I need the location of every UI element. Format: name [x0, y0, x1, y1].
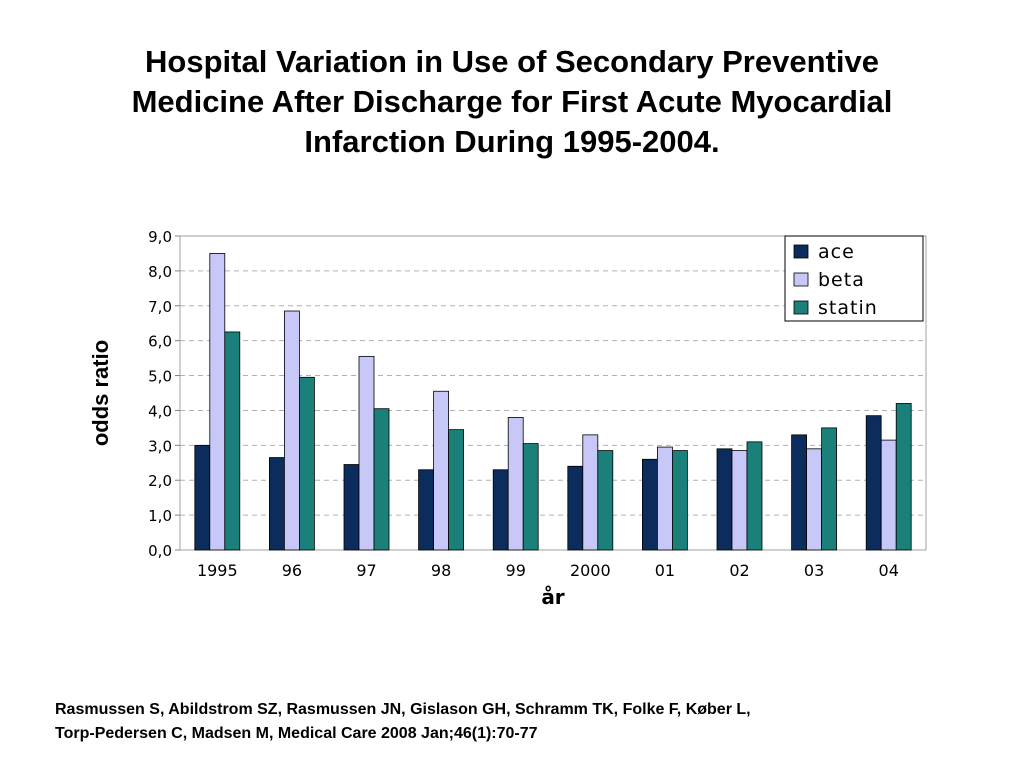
slide-title-line-3: Infarction During 1995-2004.: [304, 124, 720, 159]
citation-line-2: Torp-Pedersen C, Madsen M, Medical Care …: [55, 725, 538, 742]
bar-statin-01: [672, 450, 688, 551]
x-tick-labels: 1995 96 97 98 99 2000 01 02 03 04: [197, 561, 899, 580]
bar-statin-98: [448, 429, 465, 551]
legend-swatch-ace: [793, 244, 809, 259]
bar-ace-04: [865, 415, 882, 551]
x-tick-label: 99: [506, 561, 526, 580]
bar-ace-97: [343, 464, 360, 551]
bar-beta-99: [507, 417, 524, 551]
bar-ace-03: [791, 434, 807, 551]
y-tick-labels: 0,0 1,0 2,0 3,0 4,0 5,0 6,0 7,0 8,0 9,0: [148, 228, 172, 560]
y-tick-label: 1,0: [148, 507, 172, 525]
y-tick-label: 4,0: [148, 402, 172, 420]
x-tick-label: 96: [282, 561, 302, 580]
legend-swatch-statin: [793, 300, 809, 315]
legend-swatch-beta: [793, 272, 809, 287]
bar-statin-1995: [224, 331, 241, 551]
bar-beta-98: [433, 390, 450, 551]
x-tick-label: 2000: [570, 561, 611, 580]
y-tick-label: 0,0: [148, 542, 172, 560]
x-tick-label: 04: [879, 561, 899, 580]
bar-ace-98: [418, 469, 435, 551]
bar-beta-2000: [582, 434, 599, 551]
y-tick-label: 2,0: [148, 472, 172, 490]
slide-title-line-2: Medicine After Discharge for First Acute…: [131, 84, 893, 119]
legend: ace beta statin: [784, 235, 924, 322]
bar-statin-02: [746, 441, 763, 551]
bar-ace-02: [716, 448, 733, 551]
x-tick-label: 01: [655, 561, 675, 580]
legend-label-statin: statin: [818, 297, 878, 319]
bar-ace-96: [268, 457, 285, 551]
bar-beta-02: [731, 450, 748, 551]
bar-beta-97: [358, 355, 375, 551]
legend-label-beta: beta: [818, 269, 865, 291]
bar-beta-1995: [209, 253, 226, 551]
bar-ace-1995: [194, 444, 211, 551]
citation-line-1: Rasmussen S, Abildstrom SZ, Rasmussen JN…: [55, 701, 751, 718]
bar-beta-01: [657, 446, 673, 551]
bar-statin-96: [298, 376, 315, 551]
x-tick-label: 97: [356, 561, 376, 580]
x-axis-label: år: [541, 585, 564, 609]
bar-ace-01: [642, 458, 658, 551]
y-tick-label: 3,0: [148, 437, 172, 455]
y-tick-label: 7,0: [148, 298, 172, 316]
legend-label-ace: ace: [818, 241, 855, 263]
x-tick-label: 02: [729, 561, 749, 580]
y-tick-label: 5,0: [148, 368, 172, 386]
y-tick-label: 6,0: [148, 333, 172, 351]
bar-ace-2000: [567, 465, 584, 551]
y-axis-label: odds ratio: [88, 340, 113, 446]
bars: [194, 253, 912, 551]
bar-beta-03: [806, 448, 822, 551]
bar-ace-99: [492, 469, 509, 551]
bar-beta-04: [880, 439, 897, 551]
x-tick-label: 1995: [197, 561, 238, 580]
bar-beta-96: [283, 310, 300, 551]
bar-statin-03: [821, 427, 837, 551]
slide-title-line-1: Hospital Variation in Use of Secondary P…: [145, 44, 879, 79]
y-tick-label: 9,0: [148, 228, 172, 246]
bar-statin-2000: [597, 450, 614, 551]
y-tick-label: 8,0: [148, 263, 172, 281]
slide-title: Hospital Variation in Use of Secondary P…: [60, 42, 964, 162]
x-tick-label: 98: [431, 561, 451, 580]
bar-statin-97: [373, 408, 390, 551]
bar-statin-99: [522, 443, 539, 551]
citation: Rasmussen S, Abildstrom SZ, Rasmussen JN…: [55, 698, 985, 746]
bar-statin-04: [895, 403, 912, 551]
x-tick-label: 03: [804, 561, 824, 580]
